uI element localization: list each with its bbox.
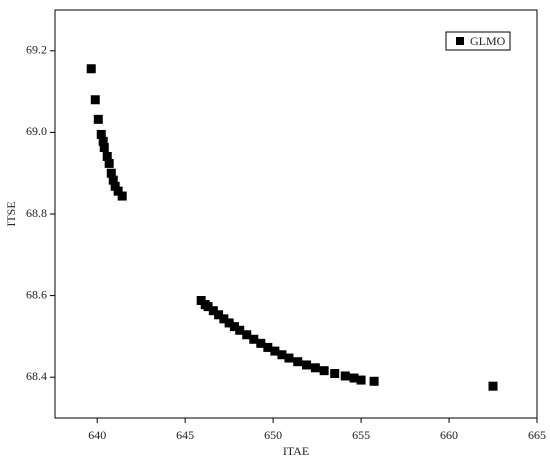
scatter-point	[203, 302, 213, 312]
x-tick-label: 655	[352, 428, 370, 442]
scatter-point	[330, 369, 340, 379]
scatter-point	[229, 322, 239, 332]
scatter-point	[208, 306, 218, 316]
scatter-point	[310, 363, 320, 373]
scatter-point	[319, 366, 329, 376]
legend-marker	[456, 37, 464, 45]
scatter-point	[270, 346, 280, 356]
scatter-point	[263, 342, 273, 352]
scatter-point	[284, 353, 294, 363]
x-tick-label: 665	[528, 428, 546, 442]
scatter-point	[249, 334, 259, 344]
scatter-point	[488, 381, 498, 391]
scatter-point	[113, 186, 123, 196]
scatter-point	[293, 357, 303, 367]
x-tick-label: 645	[176, 428, 194, 442]
scatter-point	[117, 191, 127, 201]
scatter-point	[235, 325, 245, 335]
y-tick-label: 68.6	[26, 287, 47, 301]
y-tick-label: 69.2	[26, 43, 47, 57]
x-tick-label: 650	[264, 428, 282, 442]
scatter-point	[99, 142, 109, 152]
legend-label: GLMO	[470, 34, 506, 48]
scatter-point	[369, 376, 379, 386]
scatter-point	[93, 114, 103, 124]
scatter-point	[224, 318, 234, 328]
scatter-point	[214, 310, 224, 320]
scatter-point	[356, 375, 366, 385]
scatter-point	[302, 360, 312, 370]
scatter-point	[349, 373, 359, 383]
legend-box	[445, 31, 511, 51]
scatter-point	[340, 371, 350, 381]
scatter-point	[242, 330, 252, 340]
scatter-point	[96, 129, 106, 139]
scatter-point	[219, 314, 229, 324]
scatter-point	[102, 151, 112, 161]
scatter-point	[108, 175, 118, 185]
scatter-point	[90, 95, 100, 105]
scatter-point	[104, 158, 114, 168]
plot-frame	[54, 9, 538, 419]
scatter-point	[277, 350, 287, 360]
y-tick-label: 68.4	[26, 369, 47, 383]
scatter-point	[106, 168, 116, 178]
scatter-point	[98, 136, 108, 146]
x-tick-label: 640	[88, 428, 106, 442]
scatter-point	[86, 64, 96, 74]
x-tick-label: 660	[440, 428, 458, 442]
y-axis-label: ITSE	[4, 201, 18, 226]
scatter-point	[110, 181, 120, 191]
x-axis-label: ITAE	[283, 444, 309, 458]
scatter-point	[256, 338, 266, 348]
y-tick-label: 68.8	[26, 206, 47, 220]
y-tick-label: 69.0	[26, 124, 47, 138]
